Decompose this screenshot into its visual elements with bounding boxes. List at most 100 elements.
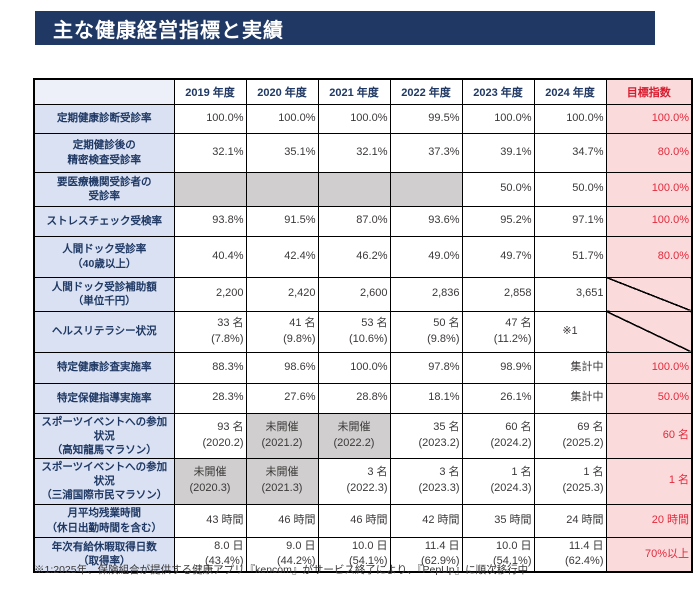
data-cell: 87.0% xyxy=(317,205,391,237)
data-cell: 未開催 (2020.3) xyxy=(173,458,247,505)
page-title-bar: 主な健康経営指標と実績 xyxy=(35,11,655,45)
data-cell: 32.1% xyxy=(173,132,247,173)
data-cell: 98.9% xyxy=(461,351,535,384)
table-row: 要医療機関受診者の 受診率 50.0% 50.0% 100.0% xyxy=(33,171,693,207)
row-label: 年次有給休暇取得日数 （取得率） xyxy=(33,536,175,573)
data-cell: 11.4 日 (62.9%) xyxy=(389,536,463,573)
data-cell: 8.0 日 (43.4%) xyxy=(173,536,247,573)
table-row: ヘルスリテラシー状況 33 名 (7.8%) 41 名 (9.8%) 53 名 (10.6%… xyxy=(33,310,693,353)
data-cell: 35 時間 xyxy=(461,503,535,538)
data-cell: 53 名 (10.6%) xyxy=(317,310,391,353)
year-column-header: 2020 年度 xyxy=(245,78,319,105)
table-row: 定期健診後の 精密検査受診率 32.1% 35.1% 32.1% 37.3% 39.1% 34… xyxy=(33,132,693,173)
target-cell: 100.0% xyxy=(605,103,693,134)
data-cell xyxy=(317,171,391,207)
data-cell: 93.6% xyxy=(389,205,463,237)
table-row: 特定保健指導実施率 28.3% 27.6% 28.8% 18.1% 26.1% 集計中 50.… xyxy=(33,382,693,414)
table-row: スポーツイベントへの参加状況 （三浦国際市民マラソン） 未開催 (2020.3) 未開催… xyxy=(33,458,693,505)
data-cell xyxy=(173,171,247,207)
data-cell: 100.0% xyxy=(317,351,391,384)
footnote: ※1:2025年、保険組合が提供する健康アプリ『kencom』がサービス終了によ… xyxy=(34,564,529,576)
data-cell: 46 時間 xyxy=(317,503,391,538)
data-cell: 10.0 日 (54.1%) xyxy=(317,536,391,573)
corner-cell xyxy=(33,78,175,105)
data-cell: 28.3% xyxy=(173,382,247,414)
data-cell: 50.0% xyxy=(533,171,607,207)
row-label: 月平均残業時間 （休日出勤時間を含む） xyxy=(33,503,175,538)
data-cell: 2,600 xyxy=(317,276,391,312)
target-cell: 60 名 xyxy=(605,412,693,460)
row-label: 要医療機関受診者の 受診率 xyxy=(33,171,175,207)
row-label: 特定保健指導実施率 xyxy=(33,382,175,414)
data-cell xyxy=(245,171,319,207)
data-cell: 88.3% xyxy=(173,351,247,384)
data-cell: 2,836 xyxy=(389,276,463,312)
row-label: ストレスチェック受検率 xyxy=(33,205,175,237)
year-column-header: 2019 年度 xyxy=(173,78,247,105)
row-label: 人間ドック受診率 （40歳以上） xyxy=(33,235,175,278)
data-cell: 100.0% xyxy=(533,103,607,134)
data-cell: 49.7% xyxy=(461,235,535,278)
row-label: 定期健診後の 精密検査受診率 xyxy=(33,132,175,173)
table-row: 人間ドック受診率 （40歳以上） 40.4% 42.4% 46.2% 49.0% 49.7%… xyxy=(33,235,693,278)
year-column-header: 2023 年度 xyxy=(461,78,535,105)
data-cell: 43 時間 xyxy=(173,503,247,538)
kpi-table: 2019 年度 2020 年度 2021 年度 2022 年度 2023 年度 2024 … xyxy=(33,78,693,574)
data-cell xyxy=(389,171,463,207)
data-cell: 100.0% xyxy=(173,103,247,134)
data-cell: 100.0% xyxy=(245,103,319,134)
year-column-header: 2022 年度 xyxy=(389,78,463,105)
data-cell: 49.0% xyxy=(389,235,463,278)
target-cell: 100.0% xyxy=(605,205,693,237)
data-cell: 95.2% xyxy=(461,205,535,237)
header-row: 2019 年度 2020 年度 2021 年度 2022 年度 2023 年度 2024 … xyxy=(33,78,693,105)
data-cell: 9.0 日 (44.2%) xyxy=(245,536,319,573)
table-row: 特定健康診査実施率 88.3% 98.6% 100.0% 97.8% 98.9% 集計中 10… xyxy=(33,351,693,384)
data-cell: 2,420 xyxy=(245,276,319,312)
data-cell: 26.1% xyxy=(461,382,535,414)
data-cell: 98.6% xyxy=(245,351,319,384)
target-cell: 70%以上 xyxy=(605,536,693,573)
target-cell: 80.0% xyxy=(605,235,693,278)
data-cell: 100.0% xyxy=(317,103,391,134)
row-label: 特定健康診査実施率 xyxy=(33,351,175,384)
year-column-header: 2024 年度 xyxy=(533,78,607,105)
data-cell: 97.1% xyxy=(533,205,607,237)
row-label: スポーツイベントへの参加状況 （高知龍馬マラソン） xyxy=(33,412,175,460)
target-column-header: 目標指数 xyxy=(605,78,693,105)
target-cell-not-applicable xyxy=(605,276,693,312)
target-cell-not-applicable xyxy=(605,310,693,353)
data-cell: 46 時間 xyxy=(245,503,319,538)
data-cell: 24 時間 xyxy=(533,503,607,538)
data-cell: 93 名 (2020.2) xyxy=(173,412,247,460)
data-cell: 18.1% xyxy=(389,382,463,414)
data-cell: 1 名 (2025.3) xyxy=(533,458,607,505)
data-cell: 未開催 (2021.2) xyxy=(245,412,319,460)
target-cell: 1 名 xyxy=(605,458,693,505)
data-cell: 60 名 (2024.2) xyxy=(461,412,535,460)
table-row: スポーツイベントへの参加状況 （高知龍馬マラソン） 93 名 (2020.2) 未開催(… xyxy=(33,412,693,460)
row-label: 定期健康診断受診率 xyxy=(33,103,175,134)
data-cell: 47 名 (11.2%) xyxy=(461,310,535,353)
data-cell: 10.0 日 (54.1%) xyxy=(461,536,535,573)
target-cell: 100.0% xyxy=(605,351,693,384)
data-cell: 39.1% xyxy=(461,132,535,173)
data-cell: 91.5% xyxy=(245,205,319,237)
target-cell: 50.0% xyxy=(605,382,693,414)
data-cell: 41 名 (9.8%) xyxy=(245,310,319,353)
data-cell: 42.4% xyxy=(245,235,319,278)
kpi-table-body: 定期健康診断受診率 100.0% 100.0% 100.0% 99.5% 100.0% 10… xyxy=(33,103,693,573)
data-cell: 100.0% xyxy=(461,103,535,134)
data-cell: 46.2% xyxy=(317,235,391,278)
data-cell: 50 名 (9.8%) xyxy=(389,310,463,353)
data-cell: 3 名 (2022.3) xyxy=(317,458,391,505)
table-row: 年次有給休暇取得日数 （取得率） 8.0 日 (43.4%) 9.0 日 (44.2%) 1… xyxy=(33,536,693,573)
data-cell: ※1 xyxy=(533,310,607,353)
data-cell: 3 名 (2023.3) xyxy=(389,458,463,505)
data-cell: 97.8% xyxy=(389,351,463,384)
row-label: 人間ドック受診補助額 （単位千円） xyxy=(33,276,175,312)
row-label: スポーツイベントへの参加状況 （三浦国際市民マラソン） xyxy=(33,458,175,505)
row-label: ヘルスリテラシー状況 xyxy=(33,310,175,353)
data-cell: 集計中 xyxy=(533,351,607,384)
data-cell: 99.5% xyxy=(389,103,463,134)
